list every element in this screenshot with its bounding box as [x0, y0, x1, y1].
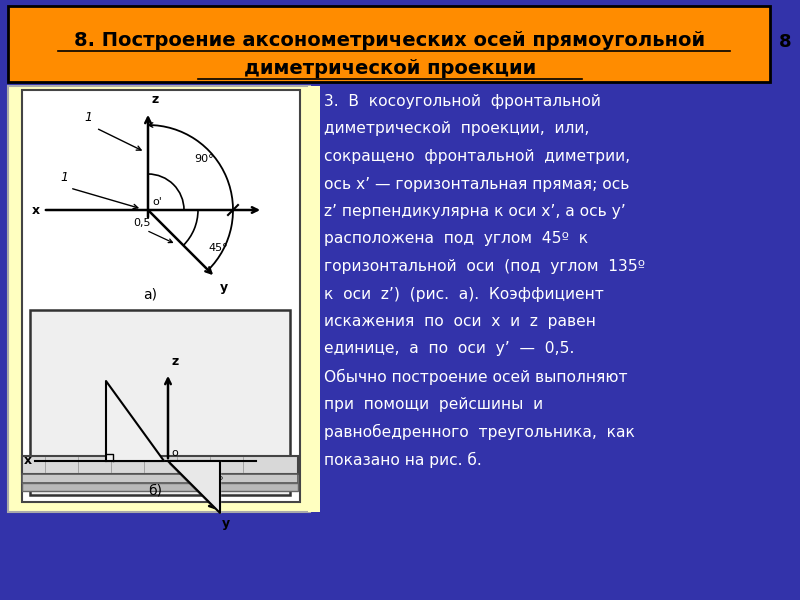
Polygon shape	[106, 381, 164, 461]
Text: равнобедренного  треугольника,  как: равнобедренного треугольника, как	[324, 424, 635, 440]
Text: 8. Построение аксонометрических осей прямоугольной: 8. Построение аксонометрических осей пря…	[74, 31, 706, 49]
FancyBboxPatch shape	[22, 483, 298, 491]
FancyBboxPatch shape	[30, 310, 290, 495]
Text: 45°: 45°	[204, 476, 224, 486]
Text: искажения  по  оси  x  и  z  равен: искажения по оси x и z равен	[324, 314, 596, 329]
Text: 90°: 90°	[194, 154, 214, 164]
Text: o': o'	[152, 197, 162, 207]
Text: ось x’ — горизонтальная прямая; ось: ось x’ — горизонтальная прямая; ось	[324, 176, 630, 191]
Text: 0,5: 0,5	[134, 218, 151, 228]
FancyBboxPatch shape	[8, 6, 770, 82]
Text: 8: 8	[778, 33, 791, 51]
Text: расположена  под  углом  45º  к: расположена под углом 45º к	[324, 232, 588, 247]
Text: o: o	[171, 448, 178, 458]
Text: z: z	[171, 355, 178, 368]
Text: горизонтальной  оси  (под  углом  135º: горизонтальной оси (под углом 135º	[324, 259, 645, 274]
Text: z: z	[151, 93, 158, 106]
Text: y: y	[222, 517, 230, 530]
Text: диметрической проекции: диметрической проекции	[244, 58, 536, 77]
Text: единице,  а  по  оси  y’  —  0,5.: единице, а по оси y’ — 0,5.	[324, 341, 574, 356]
Text: диметрической  проекции,  или,: диметрической проекции, или,	[324, 121, 590, 136]
Text: показано на рис. б.: показано на рис. б.	[324, 451, 482, 467]
Text: x: x	[24, 455, 32, 467]
Text: 1: 1	[60, 171, 68, 184]
Text: при  помощи  рейсшины  и: при помощи рейсшины и	[324, 397, 543, 412]
Text: 1: 1	[84, 111, 92, 124]
Polygon shape	[168, 461, 220, 513]
Text: y: y	[220, 281, 228, 294]
Text: x: x	[32, 203, 40, 217]
Text: сокращено  фронтальной  диметрии,: сокращено фронтальной диметрии,	[324, 149, 630, 164]
Text: а): а)	[143, 287, 157, 301]
FancyBboxPatch shape	[308, 86, 320, 512]
FancyBboxPatch shape	[22, 474, 298, 483]
Text: к  оси  z’)  (рис.  а).  Коэффициент: к оси z’) (рис. а). Коэффициент	[324, 286, 604, 301]
FancyBboxPatch shape	[22, 90, 300, 502]
FancyBboxPatch shape	[22, 456, 298, 474]
Text: Обычно построение осей выполняют: Обычно построение осей выполняют	[324, 369, 628, 385]
Text: z’ перпендикулярна к оси x’, а ось y’: z’ перпендикулярна к оси x’, а ось y’	[324, 204, 626, 219]
Text: 45°: 45°	[208, 243, 228, 253]
Text: 3.  В  косоугольной  фронтальной: 3. В косоугольной фронтальной	[324, 94, 601, 109]
FancyBboxPatch shape	[8, 86, 310, 512]
Text: б): б)	[148, 483, 162, 497]
